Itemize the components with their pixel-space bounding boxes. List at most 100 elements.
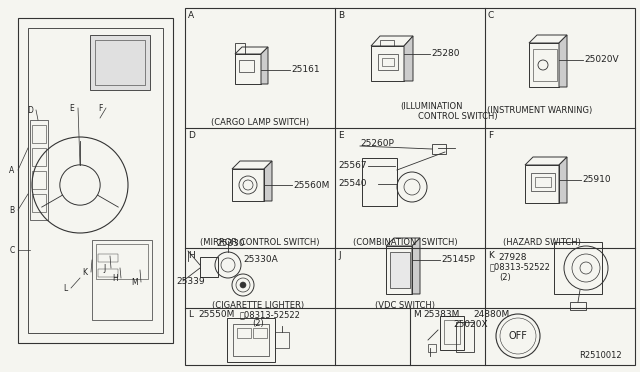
Text: D: D [27,106,33,115]
Bar [32,148,46,166]
Bar [95,40,145,85]
Bar [237,328,251,338]
Bar [227,318,275,362]
Bar [32,194,46,212]
Bar [98,254,118,262]
Polygon shape [404,36,413,81]
Bar [362,158,397,206]
Bar [531,173,555,191]
Polygon shape [559,157,567,203]
Bar [30,120,48,220]
Text: 25330A: 25330A [243,255,278,264]
Bar [96,244,148,279]
Text: K: K [83,268,88,277]
Polygon shape [264,161,272,201]
Text: J: J [104,264,106,273]
Polygon shape [559,35,567,87]
Text: (CIGARETTE LIGHTER): (CIGARETTE LIGHTER) [212,301,304,310]
Bar [32,125,46,143]
Text: 25567: 25567 [338,161,367,170]
Ellipse shape [240,282,246,288]
Text: 25280: 25280 [431,49,460,58]
Bar [529,43,559,87]
Bar [380,40,394,46]
Text: 25560M: 25560M [293,180,330,189]
Bar [28,28,163,333]
Bar [98,269,118,277]
Bar [32,171,46,189]
Text: F: F [488,131,493,140]
Bar [444,320,460,344]
Text: (2): (2) [499,273,511,282]
Bar [185,8,635,365]
Text: C: C [488,11,494,20]
Text: (CARGO LAMP SWITCH): (CARGO LAMP SWITCH) [211,118,309,127]
Bar [428,344,436,352]
Text: (MIRROR CONTROL SWITCH): (MIRROR CONTROL SWITCH) [200,238,320,247]
Text: M: M [413,310,420,319]
Bar [275,332,289,348]
Bar [233,324,269,356]
Text: C: C [10,246,15,255]
Text: Ⓝ08313-52522: Ⓝ08313-52522 [490,262,551,271]
Bar [253,328,267,338]
Bar [232,169,264,201]
Polygon shape [412,238,420,294]
Bar [382,58,394,66]
Text: L: L [63,284,67,293]
Bar [239,60,254,72]
Text: F: F [98,104,102,113]
Text: Ⓝ08313-52522: Ⓝ08313-52522 [240,310,301,319]
Text: A: A [10,166,15,175]
Text: 25383M: 25383M [423,310,460,319]
Text: K: K [488,251,494,260]
Text: 25161: 25161 [291,65,319,74]
Text: M: M [132,278,138,287]
Text: (2): (2) [252,319,264,328]
Text: (HAZARD SWITCH): (HAZARD SWITCH) [503,238,581,247]
Text: E: E [338,131,344,140]
Text: (INSTRUMENT WARNING): (INSTRUMENT WARNING) [488,106,593,115]
Text: (VDC SWITCH): (VDC SWITCH) [375,301,435,310]
Text: OFF: OFF [509,331,527,341]
Text: B: B [10,206,15,215]
Text: 27928: 27928 [498,253,527,262]
Text: 25020X: 25020X [453,320,488,329]
Bar [456,322,474,352]
Text: R2510012: R2510012 [579,351,622,360]
Bar [535,177,551,187]
Bar [90,35,150,90]
Bar [92,240,152,320]
Text: H: H [188,251,195,260]
Bar [533,49,557,81]
Text: A: A [188,11,194,20]
Text: 25145P: 25145P [441,256,475,264]
Bar [371,46,404,81]
Text: (COMBINATION  SWITCH): (COMBINATION SWITCH) [353,238,458,247]
Text: 25910: 25910 [582,176,611,185]
Bar [525,165,559,203]
Text: L: L [188,310,193,319]
Bar [432,144,446,154]
Text: CONTROL SWITCH): CONTROL SWITCH) [418,112,498,121]
Bar [386,246,412,294]
Text: E: E [70,104,74,113]
Text: B: B [338,11,344,20]
Text: 24880M: 24880M [473,310,509,319]
Bar [235,54,261,84]
Text: 25540: 25540 [338,180,367,189]
Text: 25339: 25339 [176,276,205,285]
Text: (ILLUMINATION: (ILLUMINATION [400,102,463,111]
Bar [235,43,245,54]
Text: J: J [338,251,340,260]
Bar [570,302,586,310]
Text: 25550M: 25550M [198,310,234,319]
Polygon shape [261,47,268,84]
Bar [390,252,410,288]
Text: 25330: 25330 [216,239,244,248]
Text: D: D [188,131,195,140]
Bar [378,54,398,70]
Bar [554,242,602,294]
Text: H: H [112,274,118,283]
Text: 25020V: 25020V [584,55,619,64]
